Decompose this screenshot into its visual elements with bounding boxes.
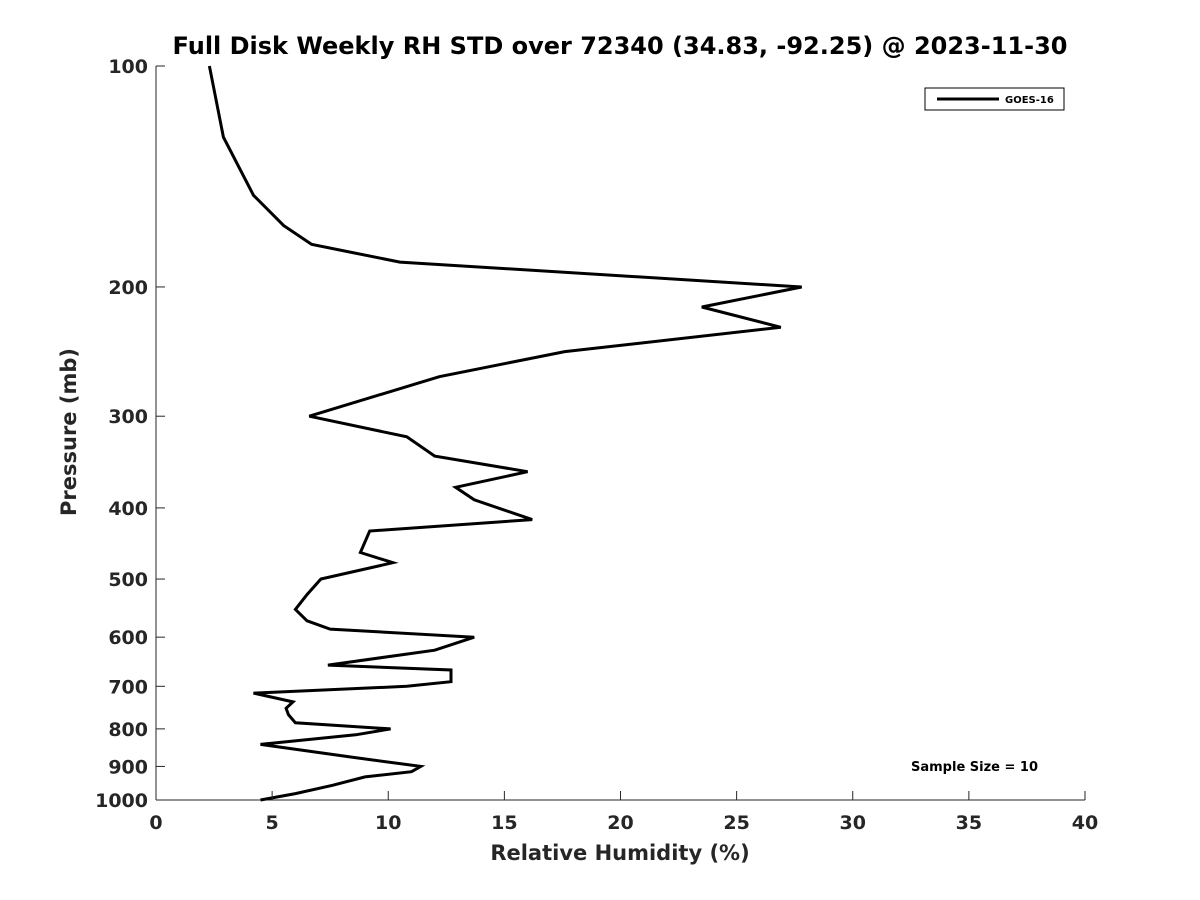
legend-entry-goes-16: GOES-16: [1005, 95, 1054, 106]
y-tick-label-500: 500: [108, 569, 148, 591]
y-tick-label-900: 900: [108, 756, 148, 778]
y-tick-label-800: 800: [108, 719, 148, 741]
x-tick-label-15: 15: [491, 812, 517, 834]
y-tick-label-700: 700: [108, 676, 148, 698]
x-axis: 0 5 10 15 20 25 30 35 40: [149, 791, 1098, 834]
x-tick-label-5: 5: [266, 812, 279, 834]
y-tick-label-200: 200: [108, 277, 148, 299]
x-tick-label-25: 25: [723, 812, 749, 834]
x-tick-label-30: 30: [840, 812, 866, 834]
x-axis-label: Relative Humidity (%): [490, 841, 749, 865]
chart-title: Full Disk Weekly RH STD over 72340 (34.8…: [173, 32, 1068, 60]
x-tick-label-0: 0: [149, 812, 162, 834]
y-tick-label-1000: 1000: [95, 790, 148, 812]
legend: GOES-16: [924, 87, 1065, 111]
y-axis-label: Pressure (mb): [57, 348, 81, 516]
x-tick-label-35: 35: [956, 812, 982, 834]
x-tick-label-20: 20: [607, 812, 633, 834]
y-tick-label-400: 400: [108, 498, 148, 520]
x-tick-label-40: 40: [1072, 812, 1098, 834]
series-line-goes-16: [207, 65, 802, 802]
x-tick-label-10: 10: [375, 812, 401, 834]
y-tick-label-100: 100: [108, 56, 148, 78]
y-tick-label-600: 600: [108, 627, 148, 649]
y-tick-label-300: 300: [108, 406, 148, 428]
y-axis: 100 200 300 400 500 600 700 800 900 1000: [95, 56, 165, 812]
plot-area: [155, 65, 1085, 802]
sample-size-annotation: Sample Size = 10: [911, 760, 1038, 775]
